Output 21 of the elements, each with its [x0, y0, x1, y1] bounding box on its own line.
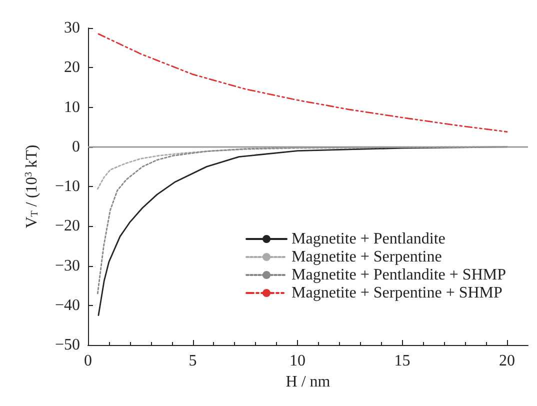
- y-tick-label: 10: [64, 98, 80, 116]
- x-axis-title: H / nm: [286, 373, 331, 390]
- x-tick-label: 0: [84, 352, 92, 370]
- y-axis-title: VT / (103 kT): [24, 144, 40, 228]
- y-tick-label: 30: [64, 20, 80, 36]
- y-tick-label: −30: [54, 257, 80, 274]
- x-tick-label: 10: [290, 352, 306, 370]
- line-series: [98, 33, 508, 133]
- legend-label: Magnetite + Pentlandite: [292, 230, 446, 248]
- x-tick-label: 20: [499, 352, 516, 370]
- y-tick-label: −20: [54, 218, 80, 235]
- y-tick-label: −50: [54, 336, 80, 354]
- legend-label: Magnetite + Serpentine + SHMP: [292, 284, 503, 302]
- y-tick-label: 20: [64, 59, 80, 76]
- y-tick-label: −10: [54, 178, 80, 195]
- x-tick-label: 15: [394, 352, 410, 370]
- legend-label: Magnetite + Pentlandite + SHMP: [292, 266, 506, 284]
- x-tick-label: 5: [188, 352, 197, 370]
- legend-label: Magnetite + Serpentine: [292, 248, 442, 266]
- y-tick-label: 0: [72, 138, 80, 156]
- y-tick-label: −40: [54, 296, 80, 314]
